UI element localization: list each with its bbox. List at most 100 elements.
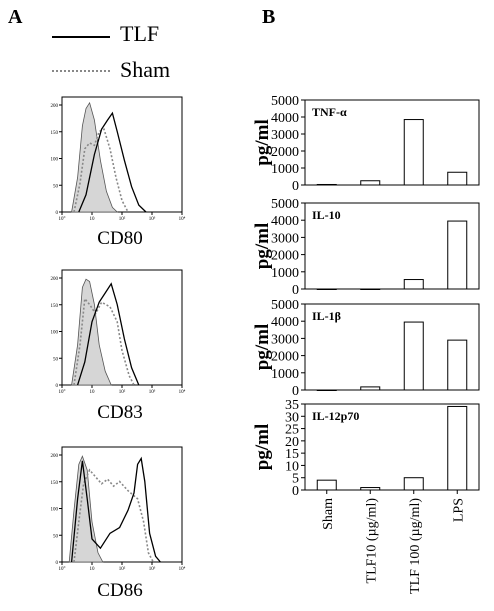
histogram-y-tick-label: 0 (56, 211, 59, 216)
histogram-tlf-curve (76, 282, 140, 386)
bar (403, 321, 424, 391)
histogram-x-tick-label: 10⁴ (179, 216, 186, 222)
bar (447, 339, 468, 391)
y-tick-label: 5000 (271, 298, 299, 313)
histogram-control-fill (71, 278, 112, 386)
histogram-x-tick-label: 10³ (149, 566, 156, 572)
y-tick-label: 10 (285, 459, 299, 474)
x-tick-label: LPS (451, 498, 466, 522)
histogram-y-tick-label: 150 (51, 131, 59, 136)
bar (403, 279, 424, 290)
bar-chart-frame (304, 403, 480, 491)
y-tick-label: 1000 (271, 367, 299, 382)
histogram-y-tick-label: 100 (51, 331, 59, 336)
bar (360, 487, 381, 491)
bar (316, 183, 337, 186)
x-tick-label: TLF 100 (µg/ml) (408, 498, 423, 594)
bar (360, 288, 381, 290)
series-name-label: IL-10 (312, 208, 341, 222)
histogram-y-tick-label: 150 (51, 481, 59, 486)
y-tick-label: 4000 (271, 214, 299, 229)
y-axis-label: pg/ml (252, 119, 273, 165)
histogram-y-tick-label: 200 (51, 277, 59, 282)
y-tick-label: 25 (285, 423, 299, 438)
histogram-y-tick-label: 0 (56, 384, 59, 389)
histogram-cd80: 200 150 100 50 010° 10 10² 10³ 10⁴ CD80 (51, 96, 186, 249)
y-tick-label: 2000 (271, 145, 299, 160)
y-tick-label: 20 (285, 435, 299, 450)
histogram-tlf-curve (70, 456, 161, 563)
bar-chart-il-1: 0 1000 2000 3000 4000 5000 IL-1β pg/ml (252, 298, 480, 399)
histogram-x-tick-label: 10² (119, 216, 126, 222)
bar (316, 389, 337, 391)
y-tick-label: 4000 (271, 315, 299, 330)
y-axis-label: pg/ml (252, 223, 273, 269)
histogram-tlf-curve (78, 111, 147, 213)
x-tick-label: Sham (321, 498, 336, 530)
y-tick-label: 3000 (271, 128, 299, 143)
histogram-y-tick-label: 150 (51, 304, 59, 309)
histogram-y-tick-label: 100 (51, 508, 59, 513)
bar (316, 288, 337, 290)
histogram-y-tick-label: 50 (53, 357, 59, 362)
histogram-caption-cd80: CD80 (97, 228, 142, 249)
histogram-x-tick-label: 10 (90, 567, 96, 572)
y-tick-label: 3000 (271, 332, 299, 347)
legend-swatch-sham (52, 70, 110, 72)
y-tick-label: 15 (285, 447, 299, 462)
legend-swatch-tlf (52, 36, 110, 38)
y-tick-label: 0 (292, 179, 299, 194)
bar-chart-il-10: 0 1000 2000 3000 4000 5000 IL-10 pg/ml (252, 197, 480, 298)
histogram-caption-cd83: CD83 (97, 402, 142, 423)
bar (403, 477, 424, 491)
bar (403, 119, 424, 186)
series-name-label: IL-1β (312, 309, 341, 323)
panel-b-label: B (262, 6, 276, 28)
histogram-x-tick-label: 10⁴ (179, 389, 186, 395)
histogram-x-tick-label: 10³ (149, 216, 156, 222)
bar-chart-tnf: 0 1000 2000 3000 4000 5000 TNF-α pg/ml (252, 94, 480, 194)
histogram-x-tick-label: 10° (59, 217, 66, 222)
x-tick-label: TLF10 (µg/ml) (364, 498, 379, 584)
bar-chart-frame (304, 303, 480, 391)
histogram-caption-cd86: CD86 (97, 580, 142, 601)
histogram-y-tick-label: 0 (56, 561, 59, 566)
legend-label-sham: Sham (120, 57, 171, 82)
series-name-label: TNF-α (312, 105, 347, 119)
y-tick-label: 0 (292, 283, 299, 298)
histogram-x-tick-label: 10 (90, 217, 96, 222)
y-axis-label: pg/ml (252, 424, 273, 470)
bar (447, 171, 468, 186)
histogram-cd83: 200 150 100 50 010° 10 10² 10³ 10⁴ CD83 (51, 269, 186, 423)
y-tick-label: 5000 (271, 94, 299, 109)
histogram-x-tick-label: 10² (119, 389, 126, 395)
legend-label-tlf: TLF (120, 21, 160, 46)
y-tick-label: 5000 (271, 197, 299, 212)
y-axis-label: pg/ml (252, 324, 273, 370)
histogram-y-tick-label: 200 (51, 454, 59, 459)
y-tick-label: 0 (292, 384, 299, 399)
histogram-y-tick-label: 100 (51, 158, 59, 163)
histogram-x-tick-label: 10² (119, 566, 126, 572)
bar (447, 220, 468, 290)
histogram-x-tick-label: 10³ (149, 389, 156, 395)
histogram-x-tick-label: 10° (59, 567, 66, 572)
histogram-y-tick-label: 50 (53, 184, 59, 189)
y-tick-label: 5 (292, 472, 299, 487)
histogram-x-tick-label: 10° (59, 390, 66, 395)
histogram-x-tick-label: 10 (90, 390, 96, 395)
bar-chart-frame (304, 99, 480, 186)
y-tick-label: 35 (285, 398, 299, 413)
series-name-label: IL-12p70 (312, 409, 359, 423)
histogram-sham-curve (73, 128, 129, 213)
histogram-control-fill (68, 455, 104, 563)
y-tick-label: 4000 (271, 111, 299, 126)
bar (447, 405, 468, 491)
y-tick-label: 1000 (271, 162, 299, 177)
y-tick-label: 30 (285, 410, 299, 425)
bar-chart-frame (304, 202, 480, 290)
panel-a-label: A (8, 6, 23, 28)
bar (360, 386, 381, 391)
